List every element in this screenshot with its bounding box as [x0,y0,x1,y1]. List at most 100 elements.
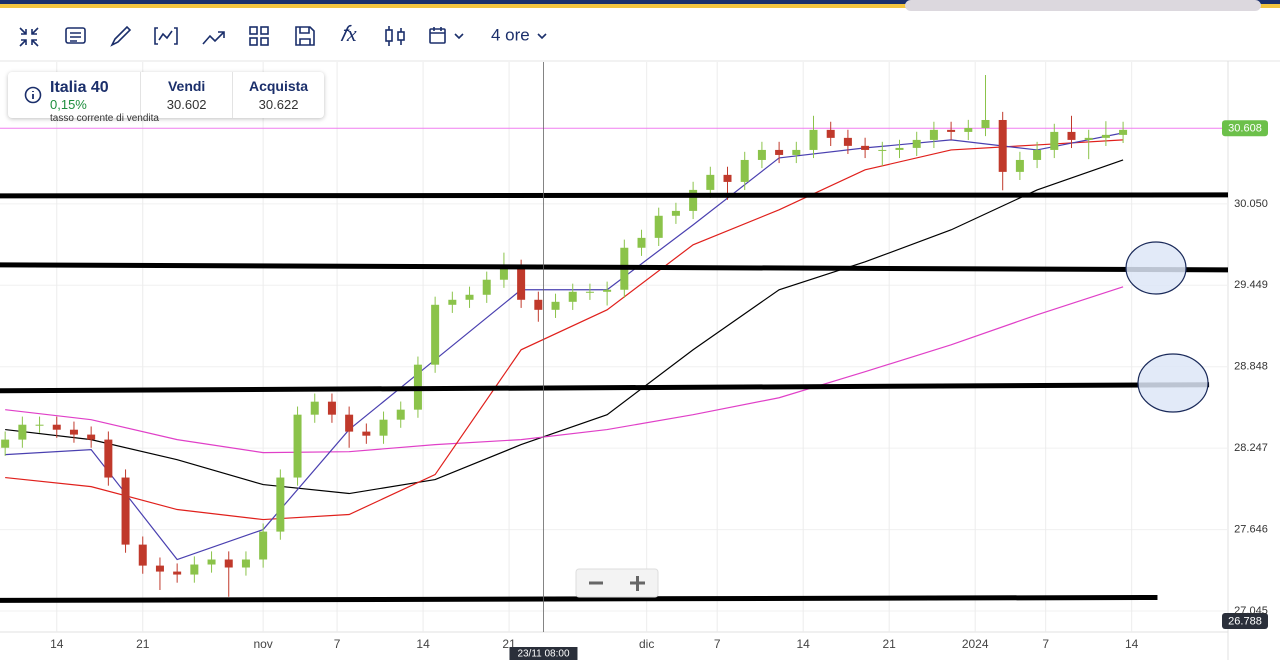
x-tick-label: 14 [416,637,430,651]
candle-body [379,419,388,436]
top-tab [905,0,1261,11]
indicator-icon[interactable] [154,27,178,45]
candle-body [465,294,474,300]
candle-body [138,544,147,566]
sell-label: Vendi [167,78,206,94]
buy-cell[interactable]: Acquista 30.622 [233,72,324,118]
timeframe-chevron[interactable] [537,33,547,40]
price-badge [1222,120,1268,137]
top-bar [0,0,1280,4]
candle-body [723,174,732,182]
candle-body [293,414,302,478]
candle-body [568,291,577,302]
candle-body [87,434,96,440]
candle-body [517,267,526,300]
low-badge [1222,613,1268,629]
crosshair-badge [509,647,578,660]
trendline [0,262,1229,273]
candle-body [843,137,852,146]
candle-body [706,174,715,190]
y-tick-label: 27.045 [1234,605,1268,617]
moving-average [5,139,1124,521]
crosshair-label: 23/11 08:00 [517,649,570,660]
candle-body [1067,131,1076,140]
annotation-circle [1137,353,1209,413]
instrument-box: Italia 40 0,15% Vendi 30.602 Acquista 30… [8,72,324,118]
candle-body [35,424,44,426]
candle-body [448,299,457,305]
candle-body [637,237,646,248]
candle-body [998,119,1007,172]
candle-body [947,129,956,132]
tooltip: tasso corrente di vendita [50,113,159,121]
fx-icon[interactable]: 𝑓x [340,21,357,46]
candle-body [1101,134,1110,138]
candle-body [173,571,182,575]
low-label: 26.788 [1228,615,1262,627]
candle-body [878,149,887,151]
annotation-circle [1125,241,1187,295]
collapse-icon[interactable] [19,27,39,47]
zoom-in[interactable] [630,576,645,591]
layout-icon[interactable] [249,26,269,46]
candle-body [241,559,250,568]
instrument-change: 0,15% [50,96,87,112]
candle-body [981,119,990,128]
draw-icon[interactable] [110,25,132,47]
candle-body [1033,149,1042,160]
save-icon[interactable] [295,26,315,46]
buy-label: Acquista [248,78,309,94]
candle-body [499,267,508,280]
x-tick-label: nov [253,637,272,651]
candle-body [861,145,870,150]
news-icon[interactable] [65,27,86,44]
candle-body [895,147,904,150]
candle-body [482,279,491,295]
candle-body [1050,131,1059,150]
calendar-icon[interactable] [429,27,464,44]
y-tick-label: 29.449 [1234,279,1268,291]
candle-body [671,210,680,216]
candle-body [104,439,113,478]
candle-body [155,565,164,572]
x-tick-label: 7 [714,637,721,651]
candle-body [1084,137,1093,140]
candle-body [431,304,440,365]
x-tick-label: dic [639,637,654,651]
candle-body [190,564,199,575]
candle-body [52,424,61,430]
candle-body [310,401,319,415]
candle-body [585,291,594,293]
candle-body [1,439,10,448]
moving-average [5,132,1124,561]
sell-cell[interactable]: Vendi 30.602 [141,72,234,118]
candle-body [259,531,268,560]
instrument-name: Italia 40 [50,78,109,96]
moving-average [5,286,1124,454]
trendline [0,594,1158,603]
candle-body [327,401,336,415]
x-tick-label: 14 [1125,637,1139,651]
x-tick-label: 14 [797,637,811,651]
candle-body [964,127,973,132]
trendline [0,382,1210,394]
candle-body [1015,159,1024,172]
trend-icon[interactable] [202,31,225,45]
x-tick-label: 14 [50,637,64,651]
candle-body [69,429,78,435]
candle-body [792,149,801,155]
candle-body [345,414,354,432]
timeframe[interactable]: 4 ore [491,25,530,44]
candle-body [276,477,285,532]
candle-body [809,129,818,150]
buy-price: 30.622 [258,97,299,112]
moving-average [5,159,1124,495]
candle-body [912,139,921,148]
candle-body [654,215,663,238]
y-tick-label: 27.646 [1234,523,1268,535]
info-icon[interactable] [24,86,42,104]
candle-body [757,149,766,160]
candle-icon[interactable] [385,26,405,46]
candle-body [740,159,749,182]
